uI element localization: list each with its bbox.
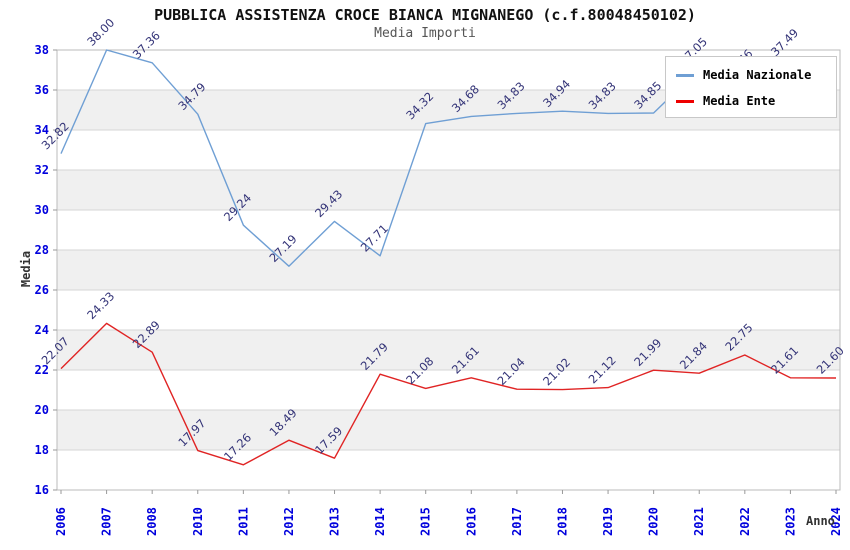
y-tick-label: 26 bbox=[35, 283, 49, 297]
y-tick-label: 34 bbox=[35, 123, 49, 137]
x-tick-label: 2024 bbox=[829, 507, 843, 536]
point-label: 24.33 bbox=[84, 289, 117, 322]
x-tick-label: 2008 bbox=[145, 507, 159, 536]
x-tick-label: 2010 bbox=[191, 507, 205, 536]
y-tick-label: 18 bbox=[35, 443, 49, 457]
y-tick-label: 20 bbox=[35, 403, 49, 417]
y-tick-label: 38 bbox=[35, 43, 49, 57]
x-tick-label: 2011 bbox=[236, 507, 250, 536]
x-tick-label: 2007 bbox=[100, 507, 114, 536]
x-tick-label: 2006 bbox=[54, 507, 68, 536]
x-tick-label: 2012 bbox=[282, 507, 296, 536]
x-tick-label: 2015 bbox=[419, 507, 433, 536]
y-tick-label: 32 bbox=[35, 163, 49, 177]
y-tick-label: 36 bbox=[35, 83, 49, 97]
x-tick-label: 2017 bbox=[510, 507, 524, 536]
legend-label-media-ente: Media Ente bbox=[703, 94, 776, 108]
x-tick-label: 2016 bbox=[464, 507, 478, 536]
x-tick-label: 2019 bbox=[601, 507, 615, 536]
legend-label-media-nazionale: Media Nazionale bbox=[703, 68, 812, 82]
y-tick-label: 24 bbox=[35, 323, 49, 337]
point-label: 38.00 bbox=[84, 16, 117, 49]
x-tick-label: 2020 bbox=[647, 507, 661, 536]
x-tick-label: 2013 bbox=[328, 507, 342, 536]
x-tick-label: 2023 bbox=[783, 507, 797, 536]
plot-border bbox=[56, 49, 841, 491]
series-line-media-ente bbox=[60, 322, 837, 466]
point-label: 37.36 bbox=[130, 28, 163, 61]
point-label: 37.49 bbox=[768, 26, 801, 59]
grid-band bbox=[57, 330, 840, 370]
legend-swatch-icon bbox=[676, 99, 694, 103]
x-tick-label: 2021 bbox=[692, 507, 706, 536]
chart-title: PUBBLICA ASSISTENZA CROCE BIANCA MIGNANE… bbox=[154, 6, 696, 24]
x-axis-title: Anno bbox=[806, 514, 835, 528]
chart-subtitle: Media Importi bbox=[374, 26, 476, 41]
legend-item-media-ente: Media Ente bbox=[676, 91, 826, 111]
legend-item-media-nazionale: Media Nazionale bbox=[676, 65, 826, 85]
y-axis-title: Media bbox=[19, 250, 33, 288]
x-tick-label: 2014 bbox=[373, 507, 387, 536]
legend: Media Nazionale Media Ente bbox=[665, 56, 837, 118]
y-tick-label: 28 bbox=[35, 243, 49, 257]
grid-band bbox=[57, 410, 840, 450]
x-tick-label: 2018 bbox=[555, 507, 569, 536]
legend-swatch-icon bbox=[676, 73, 694, 77]
y-tick-label: 16 bbox=[35, 483, 49, 497]
x-tick-label: 2022 bbox=[738, 507, 752, 536]
grid-band bbox=[57, 250, 840, 290]
y-tick-label: 22 bbox=[35, 363, 49, 377]
grid-band bbox=[57, 170, 840, 210]
y-tick-label: 30 bbox=[35, 203, 49, 217]
